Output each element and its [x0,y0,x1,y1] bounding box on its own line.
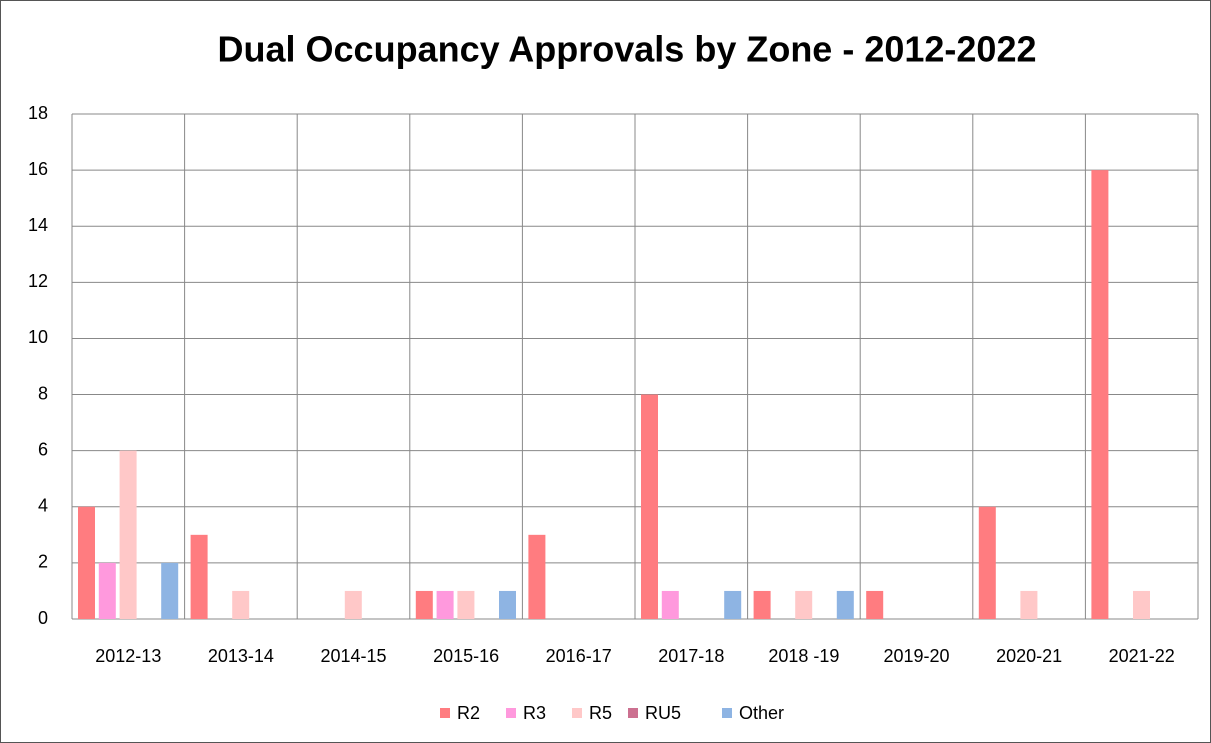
bar [836,590,854,619]
x-tick-label: 2018 -19 [768,646,839,666]
bar [661,590,679,619]
bar [344,590,362,619]
legend-label: R2 [457,703,480,723]
bar [457,590,475,619]
bar [119,450,137,619]
y-tick-label: 14 [28,215,48,235]
bar [78,506,95,619]
legend-label: RU5 [645,703,681,723]
legend-swatch [572,708,582,718]
x-tick-label: 2017-18 [658,646,724,666]
bar [98,562,116,619]
bar [1020,590,1038,619]
x-tick-label: 2012-13 [95,646,161,666]
x-tick-label: 2021-22 [1109,646,1175,666]
y-tick-label: 6 [38,439,48,459]
legend-label: R3 [523,703,546,723]
x-tick-label: 2016-17 [546,646,612,666]
bar [232,590,250,619]
legend-swatch [440,708,450,718]
bar [1133,590,1150,619]
x-tick-label: 2019-20 [883,646,949,666]
bar [724,590,742,619]
bar [978,506,996,619]
x-tick-label: 2014-15 [320,646,386,666]
bar [641,394,658,619]
legend-label: R5 [589,703,612,723]
bar [161,562,179,619]
y-tick-label: 12 [28,271,48,291]
bar [499,590,516,619]
bar [795,590,813,619]
bar [528,534,546,619]
bar [190,534,208,619]
y-tick-label: 18 [28,103,48,123]
bar [436,590,454,619]
legend-swatch [628,708,638,718]
x-tick-label: 2013-14 [208,646,274,666]
bar [415,590,433,619]
y-tick-label: 0 [38,608,48,628]
y-tick-label: 4 [38,496,48,516]
bar [1091,170,1109,619]
chart-title: Dual Occupancy Approvals by Zone - 2012-… [218,29,1037,70]
legend-swatch [722,708,732,718]
y-tick-label: 10 [28,327,48,347]
x-tick-label: 2015-16 [433,646,499,666]
legend-label: Other [739,703,784,723]
bar [753,590,771,619]
y-tick-label: 2 [38,552,48,572]
y-tick-label: 16 [28,159,48,179]
bar [866,590,884,619]
x-tick-label: 2020-21 [996,646,1062,666]
y-tick-label: 8 [38,383,48,403]
legend-swatch [506,708,516,718]
